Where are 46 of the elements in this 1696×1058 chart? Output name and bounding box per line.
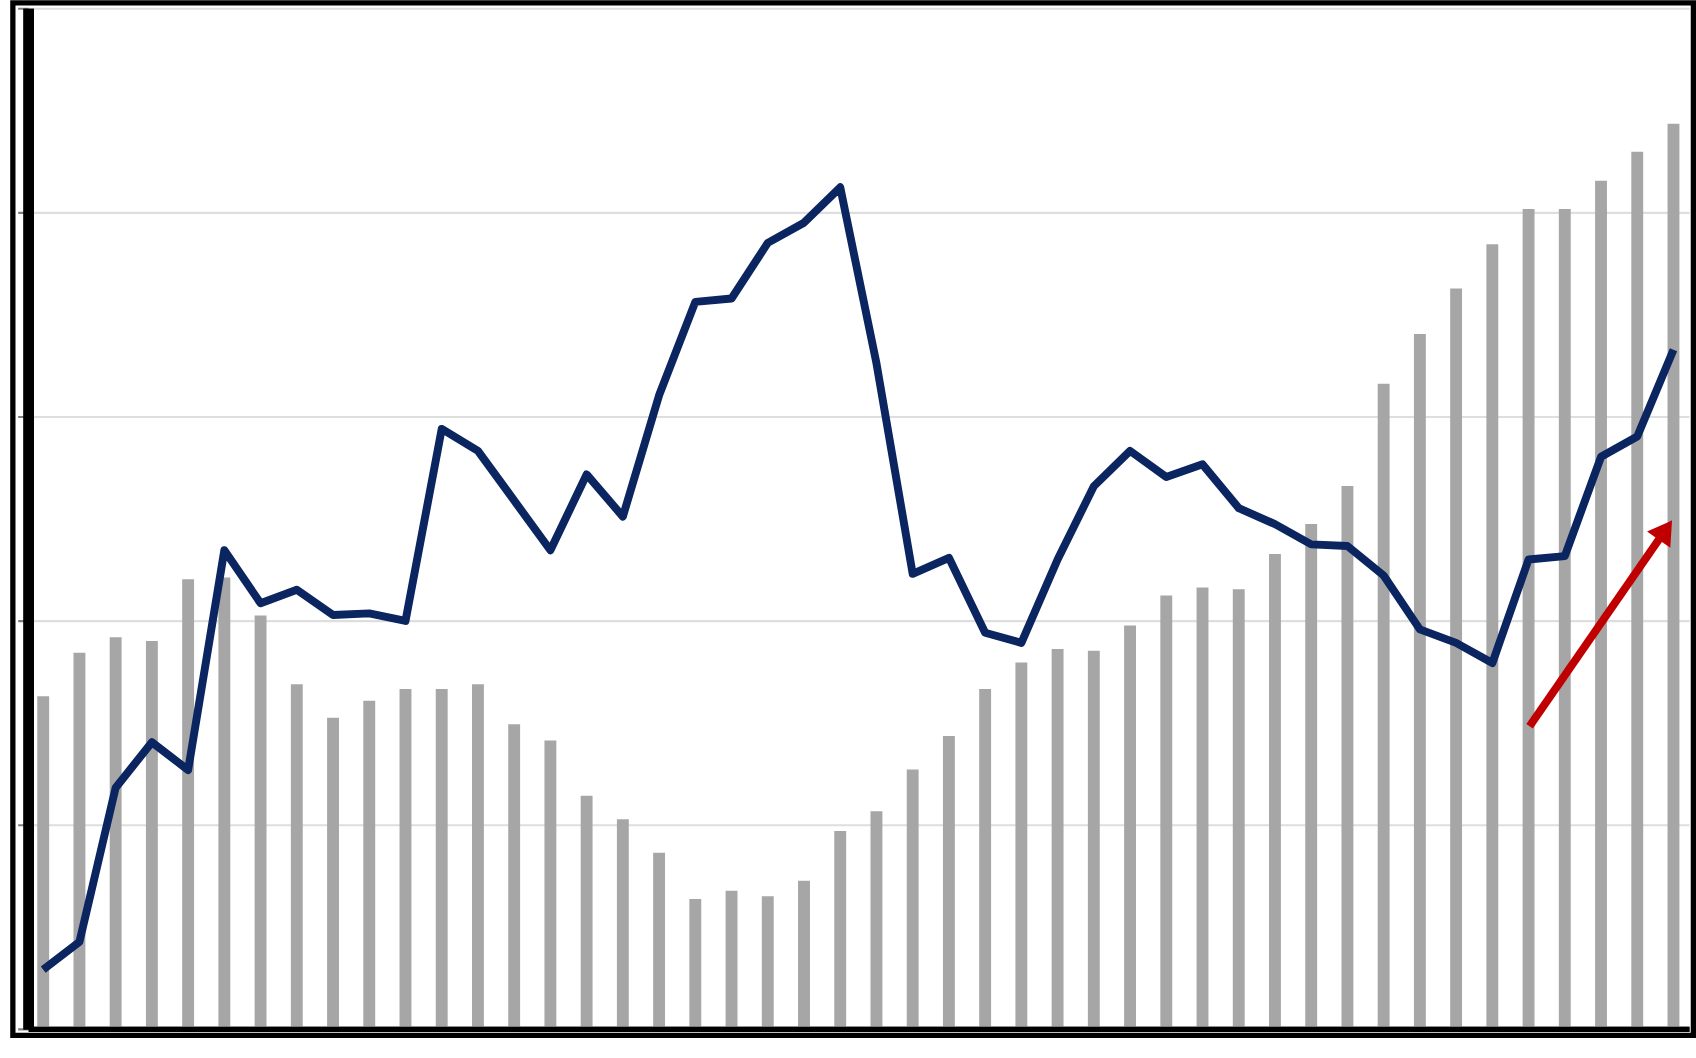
bar — [1341, 486, 1354, 1030]
bar — [145, 640, 158, 1030]
bar — [834, 831, 847, 1030]
bar — [798, 880, 810, 1030]
bar — [1667, 123, 1680, 1030]
bar — [290, 684, 303, 1030]
bar — [73, 652, 86, 1030]
bar — [1631, 151, 1644, 1030]
bar — [182, 579, 195, 1030]
bar — [761, 896, 774, 1030]
bar — [942, 735, 955, 1030]
bar — [109, 637, 122, 1030]
bar — [544, 740, 557, 1030]
bar — [580, 795, 593, 1030]
bar — [1413, 333, 1426, 1030]
bar — [1595, 180, 1607, 1030]
bar — [979, 688, 992, 1030]
bar — [906, 769, 919, 1030]
bar — [1015, 662, 1028, 1030]
bar — [218, 577, 231, 1030]
bar — [1558, 208, 1571, 1030]
bar — [1522, 208, 1535, 1030]
bar — [870, 811, 883, 1030]
bar — [1450, 288, 1463, 1030]
bar — [37, 696, 50, 1030]
bar — [1051, 649, 1064, 1030]
bar — [399, 688, 412, 1030]
bar — [472, 684, 484, 1030]
bar — [1196, 587, 1209, 1030]
bar — [1486, 244, 1499, 1030]
bar — [616, 819, 629, 1030]
bar — [1087, 650, 1100, 1030]
bar — [653, 852, 666, 1030]
bar — [689, 898, 702, 1030]
bar — [1160, 595, 1173, 1030]
bar — [254, 615, 267, 1030]
bar — [1377, 383, 1390, 1030]
bar — [1232, 589, 1245, 1030]
bar — [435, 688, 448, 1030]
bar — [1305, 524, 1318, 1030]
bar — [1124, 625, 1136, 1030]
bar — [363, 700, 376, 1030]
bar — [508, 724, 521, 1030]
bar — [1269, 553, 1281, 1030]
bar — [327, 717, 339, 1030]
bar — [725, 890, 738, 1030]
